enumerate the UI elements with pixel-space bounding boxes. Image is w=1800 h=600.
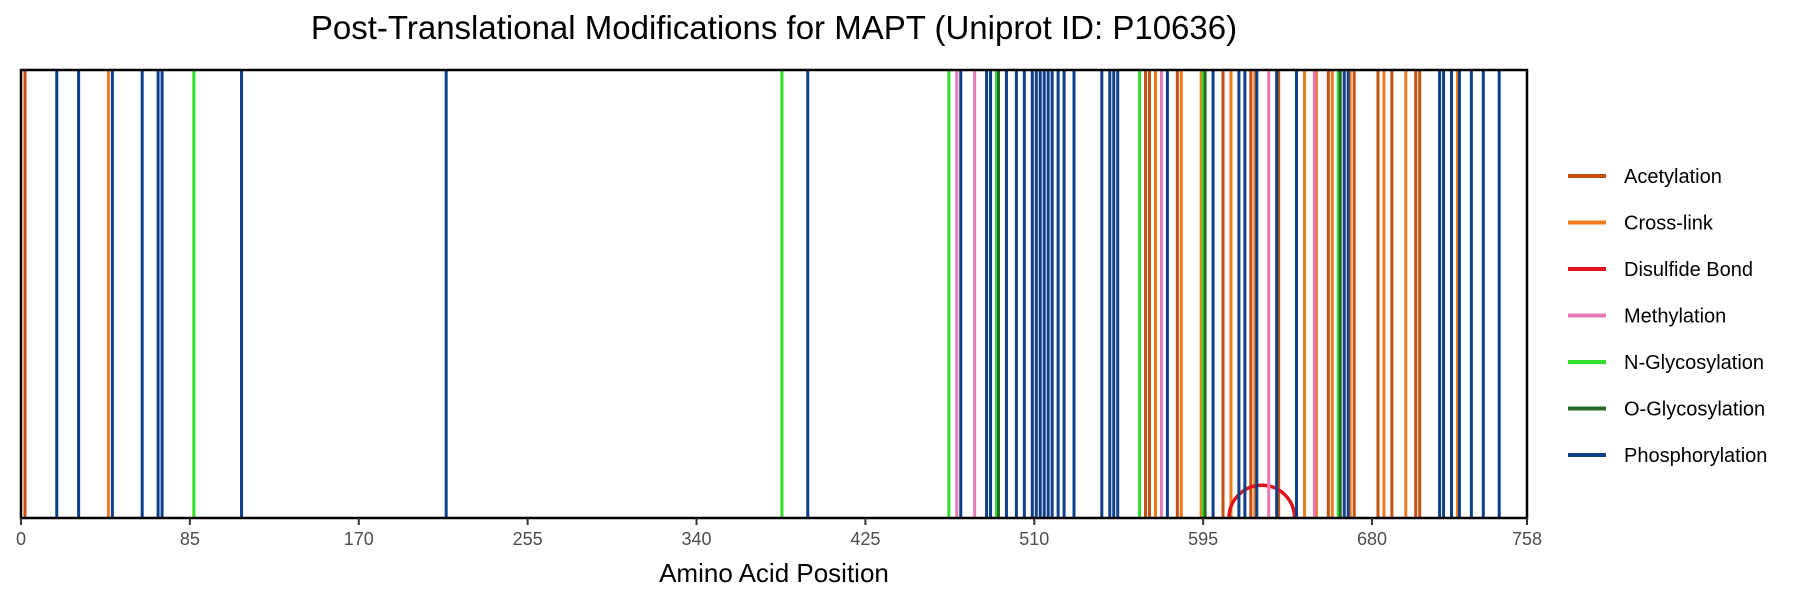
x-tick-label: 758 — [1512, 529, 1542, 549]
plot-frame — [19, 68, 1529, 520]
x-axis-label: Amino Acid Position — [659, 558, 889, 588]
chart-title: Post-Translational Modifications for MAP… — [311, 9, 1237, 46]
x-tick-label: 425 — [850, 529, 880, 549]
x-tick-label: 510 — [1019, 529, 1049, 549]
legend-label-phosphorylation: Phosphorylation — [1624, 445, 1767, 467]
ptm-marks — [23, 70, 1501, 519]
legend-label-disulfide-bond: Disulfide Bond — [1624, 259, 1753, 281]
x-tick-label: 85 — [180, 529, 200, 549]
disulfide-bond-arc — [1227, 483, 1297, 519]
x-tick-label: 255 — [513, 529, 543, 549]
legend-label-methylation: Methylation — [1624, 306, 1726, 328]
legend-label-acetylation: Acetylation — [1624, 166, 1722, 188]
legend-label-o-glycosylation: O-Glycosylation — [1624, 399, 1765, 421]
x-axis: 0 85 170 255 340 425 510 595 680 758 — [16, 518, 1542, 549]
legend: Acetylation Cross-link Disulfide Bond Methy… — [1568, 166, 1767, 467]
legend-label-n-glycosylation: N-Glycosylation — [1624, 352, 1764, 374]
x-tick-label: 170 — [344, 529, 374, 549]
x-tick-label: 680 — [1357, 529, 1387, 549]
legend-label-cross-link: Cross-link — [1624, 213, 1714, 235]
x-tick-label: 595 — [1188, 529, 1218, 549]
x-tick-label: 0 — [16, 529, 26, 549]
x-tick-label: 340 — [681, 529, 711, 549]
